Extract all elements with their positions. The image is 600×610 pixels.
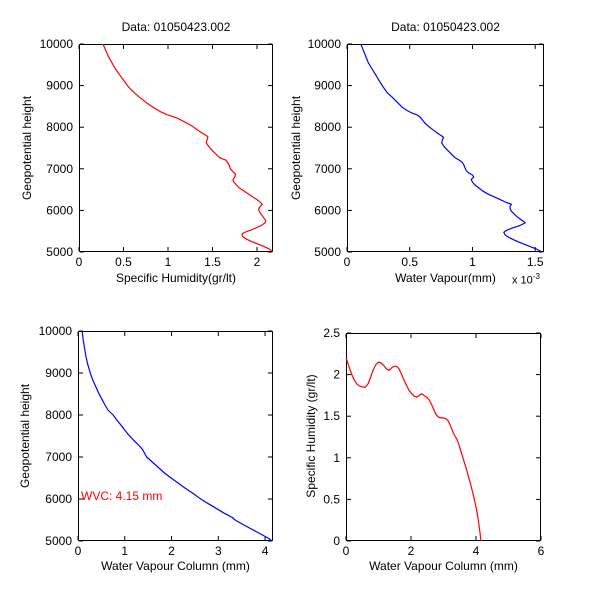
x-tick-label: 1.5 (527, 255, 544, 269)
subplot-1-axes: 0 0.5 1 1.5 2 5000 6000 7000 8000 9000 10000 (40, 37, 274, 269)
x-tick-label: 0.5 (401, 255, 418, 269)
subplot-4-xlabel: Water Vapour Column (mm) (369, 559, 518, 573)
x-tick-label: 2 (168, 544, 175, 558)
x-tick-label: 6 (538, 544, 545, 558)
y-tick-label: 7000 (46, 162, 73, 176)
y-tick-label: 2.5 (323, 326, 340, 340)
x-tick-label: 2 (254, 255, 261, 269)
exponent-prefix: x 10 (512, 274, 533, 287)
y-tick-label: 6000 (45, 492, 72, 506)
x-tick-label: 0 (75, 544, 82, 558)
subplot-1-xlabel: Specific Humidity(gr/lt) (115, 271, 237, 285)
y-tick-label: 0.5 (323, 492, 340, 506)
x-tick-label: 4 (262, 544, 269, 558)
y-tick-label: 7000 (314, 162, 341, 176)
x-tick-label: 0 (76, 255, 83, 269)
y-tick-label: 5000 (46, 245, 73, 259)
x-tick-label: 1 (165, 255, 172, 269)
y-tick-label: 8000 (45, 408, 72, 422)
subplot-3-xlabel: Water Vapour Column (mm) (101, 559, 250, 573)
y-tick-label: 5000 (45, 534, 72, 548)
axes-frame (346, 333, 541, 541)
exponent-superscript: -3 (532, 272, 540, 281)
x-axis-exponent-label: x 10-3 (512, 272, 540, 287)
subplot-2-ylabel: Geopotential height (289, 95, 303, 201)
x-tick-label: 0 (344, 255, 351, 269)
axes-frame (79, 44, 273, 252)
subplot-2-title: Data: 01050423.002 (391, 20, 500, 34)
subplot-4-axes: 0 2 4 6 0 0.5 1 1.5 2 2.5 (323, 326, 544, 558)
axes-frame (78, 331, 273, 541)
x-tick-label: 0 (343, 544, 350, 558)
water-vapour-column-vs-height-curve (81, 330, 273, 542)
y-tick-label: 7000 (45, 450, 72, 464)
specific-humidity-vs-height-curve (102, 43, 274, 253)
x-tick-label: 1 (121, 544, 128, 558)
y-tick-label: 1.5 (323, 409, 340, 423)
y-tick-label: 6000 (314, 203, 341, 217)
subplot-4-ylabel: Specific Humidity (gr/lt) (304, 374, 318, 498)
y-tick-label: 1 (333, 451, 340, 465)
y-tick-label: 10000 (40, 37, 74, 51)
y-tick-label: 0 (333, 534, 340, 548)
x-tick-label: 2 (408, 544, 415, 558)
x-tick-label: 4 (473, 544, 480, 558)
y-tick-label: 2 (333, 368, 340, 382)
y-tick-label: 9000 (314, 79, 341, 93)
x-tick-label: 1.5 (204, 255, 221, 269)
water-vapour-vs-height-curve (360, 43, 542, 253)
subplot-3-axes: 0 1 2 3 4 5000 6000 7000 8000 9000 10000 (39, 324, 273, 558)
subplot-2-axes: 0 0.5 1 1.5 5000 6000 7000 8000 9000 10000 (308, 37, 544, 269)
x-tick-label: 3 (215, 544, 222, 558)
specific-humidity-vs-water-vapour-column-curve (345, 357, 482, 542)
subplot-1-ylabel: Geopotential height (20, 95, 34, 201)
y-tick-label: 6000 (46, 203, 73, 217)
subplot-3-ylabel: Geopotential height (18, 383, 32, 489)
y-tick-label: 8000 (46, 120, 73, 134)
wvc-annotation: WVC: 4.15 mm (81, 489, 163, 503)
subplot-1-title: Data: 01050423.002 (121, 20, 231, 34)
y-tick-label: 10000 (39, 324, 73, 338)
x-tick-label: 0.5 (115, 255, 132, 269)
x-tick-label: 1 (469, 255, 476, 269)
axes-frame (347, 44, 544, 252)
y-tick-label: 9000 (46, 79, 73, 93)
subplot-2-xlabel: Water Vapour(mm) (395, 271, 496, 285)
y-tick-label: 10000 (308, 37, 342, 51)
y-tick-label: 8000 (314, 120, 341, 134)
y-tick-label: 9000 (45, 366, 72, 380)
y-tick-label: 5000 (314, 245, 341, 259)
